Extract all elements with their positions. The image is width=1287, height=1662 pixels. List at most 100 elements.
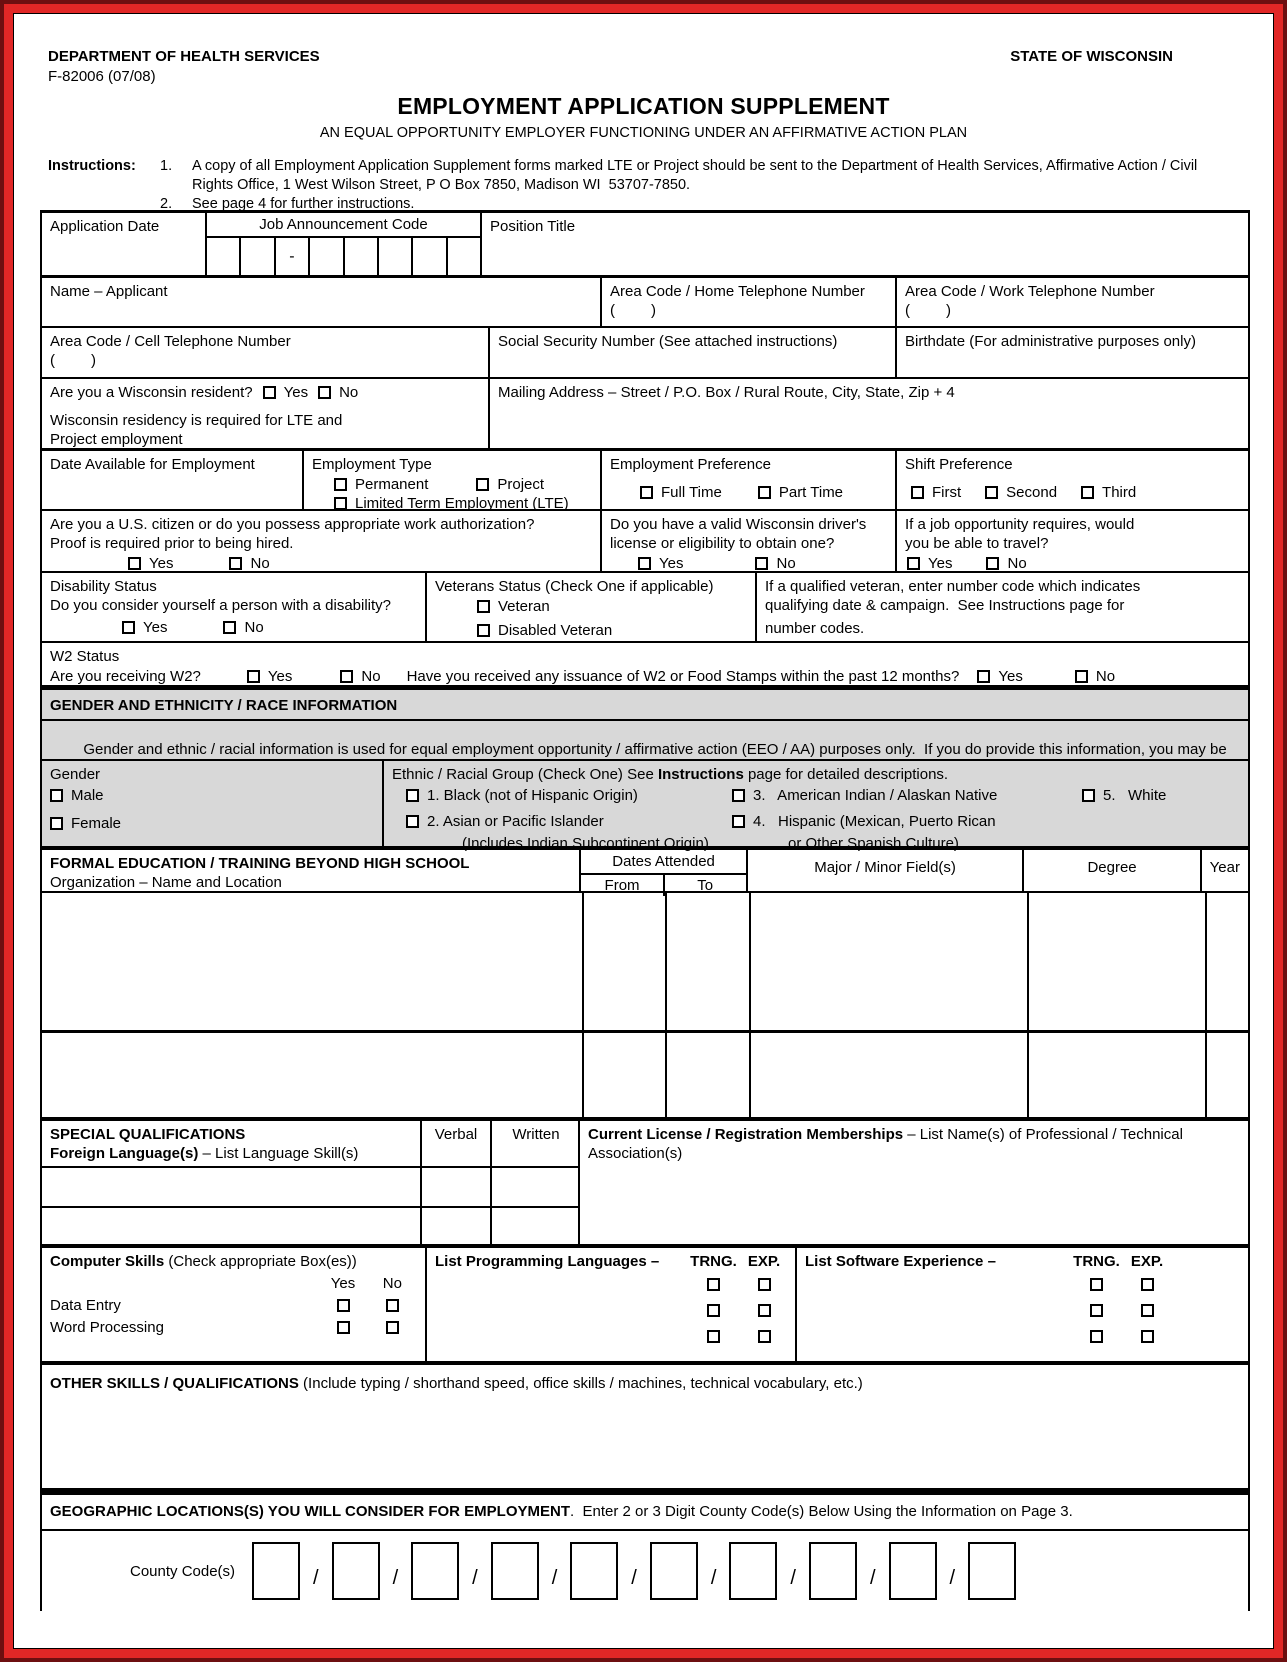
software-exp-checkbox[interactable] <box>1140 1303 1154 1317</box>
job-code-box[interactable] <box>413 238 448 275</box>
cell-phone-field[interactable]: Area Code / Cell Telephone Number () <box>42 328 490 377</box>
work-phone-field[interactable]: Area Code / Work Telephone Number () <box>897 278 1248 326</box>
county-code-box[interactable] <box>490 1542 539 1600</box>
programming-trng-checkbox[interactable] <box>707 1277 720 1291</box>
software-trng-checkbox[interactable] <box>1090 1329 1103 1343</box>
programming-exp-checkbox[interactable] <box>757 1303 771 1317</box>
education-year-input[interactable] <box>1207 893 1248 1030</box>
word-processing-no-checkbox[interactable] <box>385 1320 399 1334</box>
license-memberships-field[interactable]: Current License / Registration Membershi… <box>578 1121 1248 1244</box>
county-code-box[interactable] <box>968 1542 1017 1600</box>
shift-third-checkbox[interactable] <box>1081 486 1095 499</box>
software-experience-field[interactable]: List Software Experience – TRNG. EXP. <box>797 1248 1248 1361</box>
w2-yes-checkbox[interactable] <box>246 670 260 683</box>
education-year-input[interactable] <box>1207 1033 1248 1117</box>
education-major-input[interactable] <box>751 893 1029 1030</box>
mailing-address-field[interactable]: Mailing Address – Street / P.O. Box / Ru… <box>490 379 1248 448</box>
software-trng-checkbox[interactable] <box>1090 1277 1103 1291</box>
travel-no-checkbox[interactable] <box>986 557 1000 570</box>
foodstamps-no-checkbox[interactable] <box>1074 670 1088 683</box>
birthdate-field[interactable]: Birthdate (For administrative purposes o… <box>897 328 1248 377</box>
language-input[interactable] <box>42 1208 422 1244</box>
programming-languages-field[interactable]: List Programming Languages – TRNG. EXP. <box>427 1248 797 1361</box>
ethnic-asian-checkbox[interactable] <box>406 815 419 828</box>
shift-first-checkbox[interactable] <box>911 486 924 499</box>
county-code-box[interactable] <box>252 1542 300 1600</box>
separator-slash: / <box>869 1566 876 1589</box>
software-exp-checkbox[interactable] <box>1140 1277 1154 1291</box>
foodstamps-yes-checkbox[interactable] <box>977 670 991 683</box>
w2-no-checkbox[interactable] <box>340 670 354 683</box>
resident-yes-checkbox[interactable] <box>262 386 276 399</box>
job-code-box[interactable]: - <box>276 238 311 275</box>
education-org-input[interactable] <box>42 893 584 1030</box>
education-from-input[interactable] <box>584 893 667 1030</box>
application-date-field[interactable]: Application Date <box>42 213 207 275</box>
programming-trng-checkbox[interactable] <box>707 1303 720 1317</box>
name-applicant-field[interactable]: Name – Applicant <box>42 278 602 326</box>
education-degree-input[interactable] <box>1029 1033 1207 1117</box>
driver-no-checkbox[interactable] <box>755 557 769 570</box>
programming-exp-checkbox[interactable] <box>757 1277 771 1291</box>
verbal-input[interactable] <box>422 1208 492 1244</box>
job-code-box[interactable] <box>379 238 414 275</box>
county-code-box[interactable] <box>570 1542 619 1600</box>
county-code-box[interactable] <box>331 1542 380 1600</box>
software-trng-checkbox[interactable] <box>1090 1303 1103 1317</box>
date-available-field[interactable]: Date Available for Employment <box>42 451 304 509</box>
resident-no-checkbox[interactable] <box>318 386 332 399</box>
travel-yes-checkbox[interactable] <box>907 557 920 570</box>
job-code-box[interactable] <box>345 238 379 275</box>
county-code-box[interactable] <box>649 1542 698 1600</box>
ethnic-white-checkbox[interactable] <box>1082 789 1095 802</box>
permanent-checkbox[interactable] <box>334 478 347 491</box>
job-code-box[interactable] <box>448 238 480 275</box>
county-code-box[interactable] <box>729 1542 778 1600</box>
project-checkbox[interactable] <box>476 478 490 491</box>
word-processing-yes-checkbox[interactable] <box>336 1320 350 1334</box>
data-entry-yes-checkbox[interactable] <box>336 1298 350 1312</box>
ssn-field[interactable]: Social Security Number (See attached ins… <box>490 328 897 377</box>
education-major-input[interactable] <box>751 1033 1029 1117</box>
ethnic-native-checkbox[interactable] <box>732 789 745 802</box>
shift-second-checkbox[interactable] <box>985 486 999 499</box>
software-exp-checkbox[interactable] <box>1140 1329 1154 1343</box>
driver-yes-checkbox[interactable] <box>638 557 651 570</box>
full-time-label: Full Time <box>661 484 722 501</box>
job-code-box[interactable] <box>241 238 276 275</box>
programming-trng-checkbox[interactable] <box>707 1329 720 1343</box>
ethnic-hispanic-checkbox[interactable] <box>732 815 745 828</box>
other-skills-field[interactable]: OTHER SKILLS / QUALIFICATIONS (Include t… <box>42 1365 1248 1488</box>
county-code-box[interactable] <box>808 1542 857 1600</box>
written-input[interactable] <box>492 1208 580 1244</box>
disability-yes-checkbox[interactable] <box>122 621 135 634</box>
full-time-checkbox[interactable] <box>640 486 653 499</box>
job-code-box[interactable] <box>207 238 242 275</box>
veteran-checkbox[interactable] <box>477 600 490 613</box>
language-input[interactable] <box>42 1168 422 1206</box>
disabled-veteran-checkbox[interactable] <box>477 624 490 637</box>
education-org-input[interactable] <box>42 1033 584 1117</box>
citizen-no-checkbox[interactable] <box>229 557 243 570</box>
verbal-input[interactable] <box>422 1168 492 1206</box>
county-code-box[interactable] <box>411 1542 460 1600</box>
female-checkbox[interactable] <box>50 817 63 830</box>
data-entry-no-checkbox[interactable] <box>385 1298 399 1312</box>
county-code-box[interactable] <box>888 1542 937 1600</box>
home-phone-field[interactable]: Area Code / Home Telephone Number () <box>602 278 897 326</box>
part-time-checkbox[interactable] <box>757 486 771 499</box>
programming-exp-checkbox[interactable] <box>757 1329 771 1343</box>
education-to-input[interactable] <box>667 1033 751 1117</box>
written-input[interactable] <box>492 1168 580 1206</box>
ethnic-black-checkbox[interactable] <box>406 789 419 802</box>
education-from-input[interactable] <box>584 1033 667 1117</box>
citizen-yes-checkbox[interactable] <box>128 557 141 570</box>
disability-no-checkbox[interactable] <box>223 621 237 634</box>
education-to-input[interactable] <box>667 893 751 1030</box>
ssn-label: Social Security Number (See attached ins… <box>498 333 838 350</box>
job-code-box[interactable] <box>310 238 345 275</box>
male-checkbox[interactable] <box>50 789 63 802</box>
education-degree-input[interactable] <box>1029 893 1207 1030</box>
position-title-field[interactable]: Position Title <box>482 213 1248 275</box>
lte-checkbox[interactable] <box>334 497 347 510</box>
